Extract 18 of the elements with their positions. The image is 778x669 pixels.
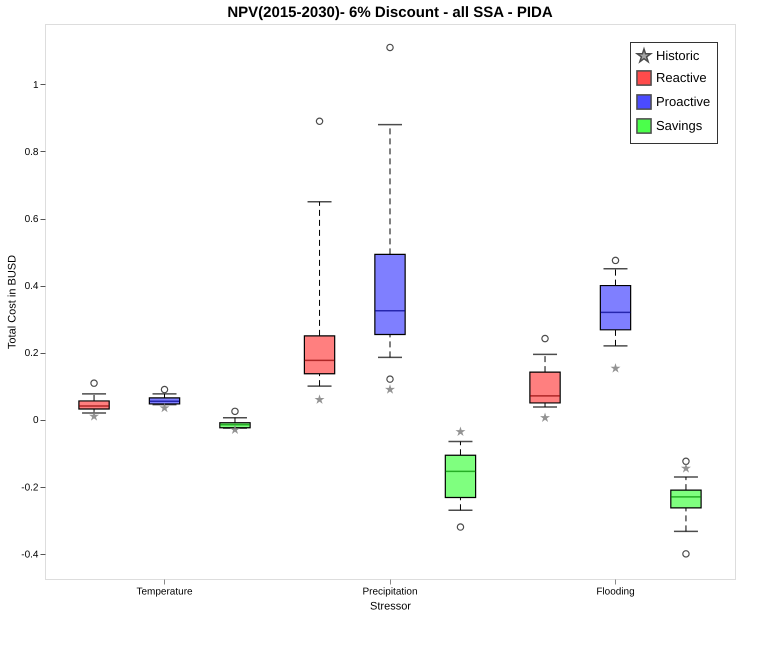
legend-label: Proactive xyxy=(656,94,710,109)
y-tick-label: 1 xyxy=(32,80,39,91)
y-tick-label: 0.6 xyxy=(24,214,39,225)
y-tick-label: -0.4 xyxy=(21,549,39,560)
x-tick-label: Flooding xyxy=(596,586,635,598)
y-tick-label: 0.4 xyxy=(24,281,39,292)
x-tick-label: Precipitation xyxy=(362,586,418,598)
y-tick-label: 0 xyxy=(32,415,39,426)
y-tick-label: 0.2 xyxy=(24,348,39,360)
legend-label: Reactive xyxy=(656,70,707,85)
y-axis-title: Total Cost in BUSD xyxy=(6,254,18,350)
legend-label: Savings xyxy=(656,118,703,133)
chart-title: NPV(2015-2030)- 6% Discount - all SSA - PIDA xyxy=(227,4,553,21)
x-axis-title: Stressor xyxy=(370,600,412,612)
legend-label: Historic xyxy=(656,48,700,63)
y-tick-label: -0.2 xyxy=(21,482,39,494)
x-tick-label: Temperature xyxy=(136,586,194,598)
y-tick-label: 0.8 xyxy=(24,146,39,158)
